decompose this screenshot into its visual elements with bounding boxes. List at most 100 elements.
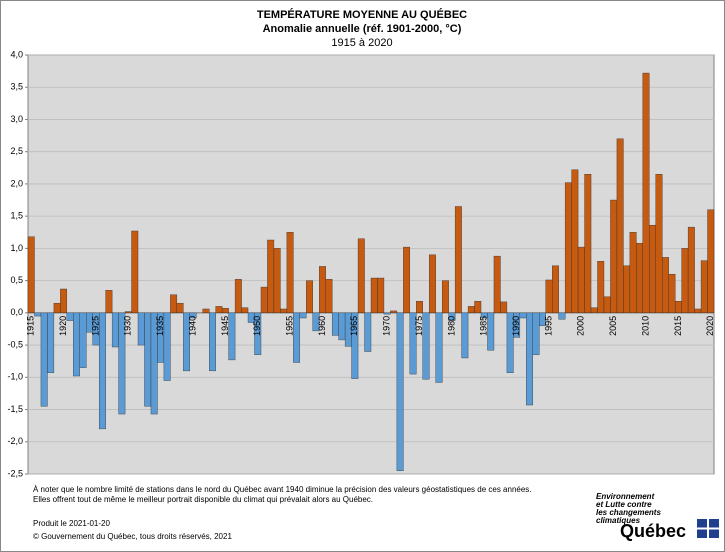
x-tick-label: 2020 xyxy=(705,316,715,336)
bar xyxy=(674,301,682,314)
x-tick-label: 1935 xyxy=(155,316,165,336)
x-tick-label: 1915 xyxy=(26,316,36,336)
bar xyxy=(228,312,236,361)
bar xyxy=(539,312,546,326)
bar xyxy=(325,279,333,314)
bar xyxy=(448,312,456,321)
y-tick-label: 0,5 xyxy=(10,275,23,285)
bar xyxy=(597,261,605,314)
bar xyxy=(183,312,190,372)
bar xyxy=(623,265,631,314)
x-tick-label: 1955 xyxy=(284,316,294,336)
bar xyxy=(500,301,508,314)
bar xyxy=(111,312,119,348)
bar xyxy=(655,174,663,314)
bar xyxy=(209,312,216,372)
bar xyxy=(390,310,398,314)
x-tick-label: 2015 xyxy=(673,316,683,336)
bar xyxy=(454,206,462,314)
logo-name: Québec xyxy=(620,521,686,541)
bar xyxy=(584,174,592,314)
bar xyxy=(571,169,579,314)
bar xyxy=(176,302,184,314)
bar xyxy=(577,246,585,314)
y-tick-label: -0,5 xyxy=(7,339,23,349)
y-tick-label: 1,0 xyxy=(10,243,23,253)
bar xyxy=(60,288,68,314)
bar xyxy=(422,312,430,380)
logo-text: climatiques xyxy=(596,516,641,525)
x-tick-label: 1990 xyxy=(511,316,521,336)
bar xyxy=(280,308,288,314)
copyright: © Gouvernement du Québec, tous droits ré… xyxy=(33,532,232,541)
bar xyxy=(636,243,644,314)
bar xyxy=(163,312,171,381)
bar xyxy=(73,312,80,377)
bar xyxy=(79,312,87,368)
bar xyxy=(590,307,598,314)
x-tick-label: 1995 xyxy=(543,316,553,336)
chart-subtitle: Anomalie annuelle (réf. 1901-2000, °C) xyxy=(263,23,462,35)
bar xyxy=(564,182,572,314)
bar xyxy=(144,312,152,407)
bar xyxy=(40,312,48,407)
bar xyxy=(700,260,708,314)
bar xyxy=(364,312,372,352)
x-tick-label: 1965 xyxy=(349,316,359,336)
bar xyxy=(487,312,495,351)
bar xyxy=(234,279,242,314)
y-tick-label: -2,5 xyxy=(7,468,23,478)
y-tick-label: 2,5 xyxy=(10,146,23,156)
note: Elles offrent tout de même le meilleur p… xyxy=(33,495,373,504)
bar xyxy=(267,239,275,314)
bar xyxy=(215,306,223,314)
bar xyxy=(629,232,637,314)
bar xyxy=(532,312,540,355)
bar xyxy=(331,312,339,336)
bar xyxy=(254,312,262,355)
bar xyxy=(383,312,391,315)
bar xyxy=(273,248,281,314)
bar xyxy=(493,255,501,314)
bar xyxy=(668,273,676,314)
chart-period: 1915 à 2020 xyxy=(331,37,392,49)
chart-title: TEMPÉRATURE MOYENNE AU QUÉBEC xyxy=(257,8,467,21)
y-tick-label: 0,0 xyxy=(10,307,23,317)
bar xyxy=(603,296,611,314)
bar xyxy=(687,226,695,314)
bar xyxy=(319,266,326,314)
bar xyxy=(98,312,106,430)
bar xyxy=(662,257,669,314)
bar xyxy=(694,308,702,314)
bar xyxy=(241,307,249,314)
bar xyxy=(293,312,301,363)
bar xyxy=(416,301,423,314)
bar xyxy=(221,308,229,314)
bar xyxy=(396,312,404,471)
x-tick-label: 1925 xyxy=(90,316,100,336)
x-tick-label: 1945 xyxy=(220,316,230,336)
bar xyxy=(357,238,365,314)
bar xyxy=(506,312,514,373)
note: À noter que le nombre limité de stations… xyxy=(33,485,532,494)
bar xyxy=(377,277,385,314)
y-tick-label: -2,0 xyxy=(7,436,23,446)
bar xyxy=(131,230,139,314)
bar xyxy=(299,312,307,319)
bar xyxy=(370,277,378,314)
bar xyxy=(137,312,145,346)
bar xyxy=(306,280,313,314)
bar xyxy=(338,312,346,341)
bar xyxy=(409,312,417,375)
bar xyxy=(260,286,268,314)
bar xyxy=(681,248,689,314)
bar xyxy=(526,312,533,406)
y-tick-label: -1,0 xyxy=(7,372,23,382)
y-tick-label: 2,0 xyxy=(10,178,23,188)
x-tick-label: 1920 xyxy=(58,316,68,336)
bar xyxy=(105,290,113,314)
bar xyxy=(441,280,449,314)
bar xyxy=(545,279,553,314)
